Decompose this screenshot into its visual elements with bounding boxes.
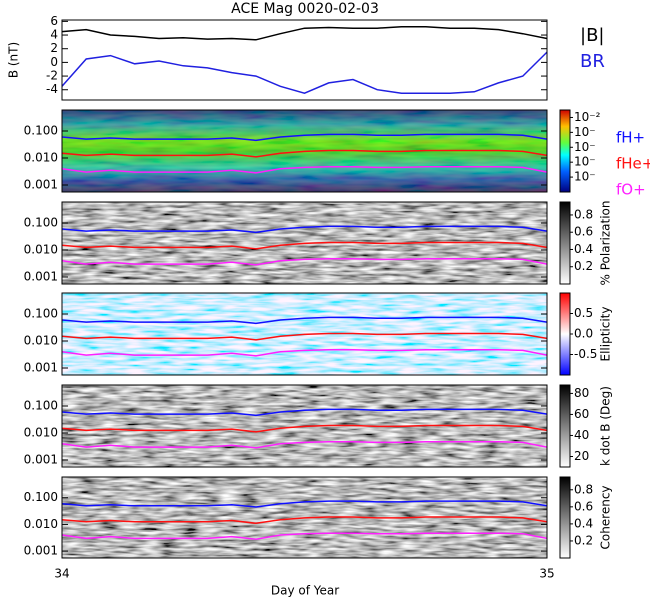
axes-frame — [61, 476, 548, 559]
y-tick-label: 0.100 — [24, 307, 58, 321]
x-tick-label: 34 — [54, 567, 69, 581]
axes-frame — [61, 109, 548, 193]
colorbar-tick-label: 10⁻ — [574, 155, 596, 169]
colorbar-tick-label: 0.6 — [574, 225, 593, 239]
colorbar — [559, 476, 571, 559]
legend-label: BR — [580, 51, 605, 72]
frequency-line — [62, 241, 547, 250]
y-tick-label: 0.100 — [24, 490, 58, 504]
colorbar-tick-label: 40 — [574, 428, 589, 442]
chart-title: ACE Mag 0020-02-03 — [231, 1, 379, 17]
plot-area — [62, 477, 547, 558]
panel: 0.2 0.4 0.6 0.8 Coherency 0.001 0.010 0.100 — [24, 476, 613, 559]
colorbar-tick-label: 10⁻² — [574, 110, 601, 124]
frequency-line — [62, 408, 547, 417]
y-tick-label: -4 — [46, 82, 58, 96]
plot-area — [62, 26, 547, 94]
axes-frame — [61, 19, 548, 101]
frequency-line — [62, 316, 547, 325]
colorbar-tick-label: 0.8 — [574, 482, 593, 496]
y-tick-label: 0.100 — [24, 216, 58, 230]
y-tick-label: 0.100 — [24, 124, 58, 138]
colorbar-label: Coherency — [599, 485, 613, 549]
y-tick-label: 0.010 — [24, 333, 58, 347]
frequency-line — [62, 332, 547, 341]
line — [62, 51, 547, 94]
colorbar-tick-label: 0.2 — [574, 259, 593, 273]
colorbar-tick-label: 0.0 — [574, 327, 593, 341]
colorbar — [559, 109, 571, 193]
y-tick-label: 2 — [50, 41, 58, 55]
plot-area — [62, 202, 547, 284]
frequency-line — [62, 500, 547, 508]
y-tick-label: 6 — [50, 14, 58, 28]
axes-frame — [61, 384, 548, 468]
y-tick-label: 0.001 — [24, 452, 58, 466]
colorbar-label: Ellipticity — [599, 307, 613, 362]
legend-label: |B| — [580, 25, 604, 46]
frequency-line — [62, 258, 547, 266]
frequency-line — [62, 441, 547, 449]
colorbar-tick-label: 10⁻ — [574, 140, 596, 154]
colorbar-label: k dot B (Deg) — [599, 386, 613, 466]
colorbar — [559, 201, 571, 285]
colorbar-tick-label: 20 — [574, 449, 589, 463]
frequency-line — [62, 349, 547, 357]
y-tick-label: 0.010 — [24, 242, 58, 256]
colorbar-tick-label: 10⁻ — [574, 170, 596, 184]
axes-frame — [61, 201, 548, 285]
y-tick-label: 0.010 — [24, 150, 58, 164]
colorbar-label: % Polarization — [599, 201, 613, 286]
colorbar-tick-label: 0.4 — [574, 516, 593, 530]
colorbar-tick-label: 10⁻ — [574, 125, 596, 139]
y-tick-label: -2 — [46, 69, 58, 83]
y-tick-label: 0.010 — [24, 517, 58, 531]
y-tick-label: 0.100 — [24, 399, 58, 413]
colorbar-tick-label: 0.4 — [574, 242, 593, 256]
legend-label: fHe+ — [616, 155, 650, 173]
plot-area — [62, 385, 547, 467]
frequency-line — [62, 225, 547, 234]
colorbar-tick-label: 0.2 — [574, 533, 593, 547]
panel: -0.5 0.0 0.5 Ellipticity 0.001 0.010 0.100 — [24, 292, 613, 376]
y-tick-label: 0.001 — [24, 360, 58, 374]
frequency-line — [62, 149, 547, 158]
panel: 0.2 0.4 0.6 0.8 % Polarization 0.001 0.010 0.10… — [24, 201, 613, 286]
frequency-line — [62, 166, 547, 174]
colorbar-tick-label: 60 — [574, 407, 589, 421]
legend-label: fH+ — [616, 129, 645, 147]
line — [62, 26, 547, 41]
y-tick-label: 4 — [50, 28, 58, 42]
y-tick-label: 0.001 — [24, 177, 58, 191]
y-axis-label: B (nT) — [7, 42, 21, 78]
colorbar-tick-label: 0.8 — [574, 207, 593, 221]
frequency-line — [62, 133, 547, 142]
y-tick-label: 0.001 — [24, 269, 58, 283]
legend-label: fO+ — [616, 181, 646, 199]
axes-frame — [61, 292, 548, 376]
y-tick-label: 0.010 — [24, 425, 58, 439]
y-tick-label: 0 — [50, 55, 58, 69]
frequency-line — [62, 516, 547, 525]
colorbar-tick-label: 80 — [574, 386, 589, 400]
y-tick-label: 0.001 — [24, 544, 58, 558]
panel: 20 40 60 80 k dot B (Deg) 0.001 0.010 0.100 — [24, 384, 613, 468]
frequency-line — [62, 532, 547, 540]
frequency-line — [62, 424, 547, 433]
colorbar — [559, 384, 571, 468]
colorbar — [559, 292, 571, 376]
plot-area — [62, 293, 547, 375]
colorbar-tick-label: 0.6 — [574, 499, 593, 513]
x-axis-label: Day of Year — [271, 584, 339, 598]
colorbar-tick-label: -0.5 — [574, 347, 597, 361]
x-tick-label: 35 — [539, 567, 554, 581]
colorbar-tick-label: 0.5 — [574, 306, 593, 320]
plot-area — [62, 110, 547, 192]
